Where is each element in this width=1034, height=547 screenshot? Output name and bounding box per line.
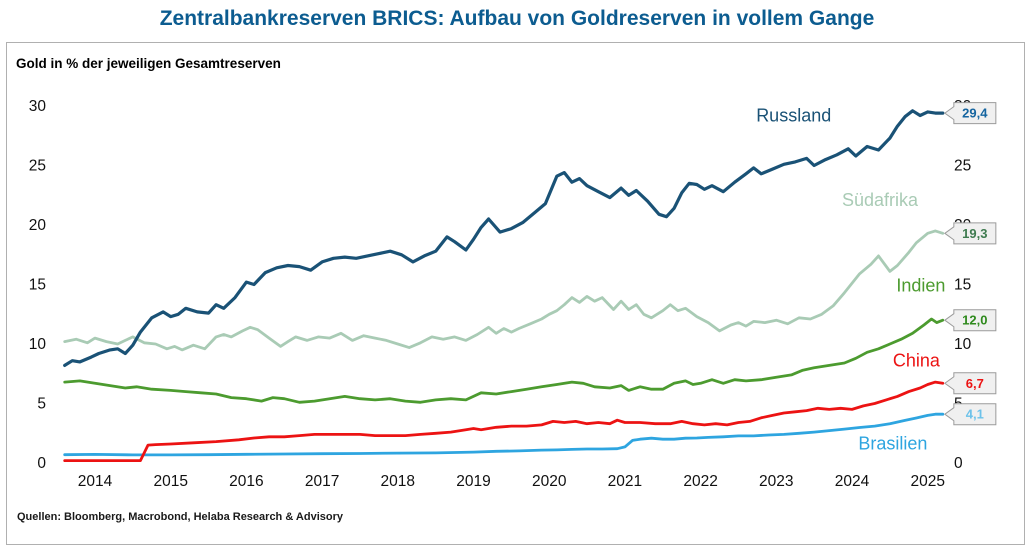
y-tick-right-10: 10 bbox=[954, 336, 972, 353]
chart-title: Zentralbankreserven BRICS: Aufbau von Go… bbox=[159, 7, 875, 30]
y-tick-right-25: 25 bbox=[954, 158, 971, 175]
y-tick-left-20: 20 bbox=[29, 217, 47, 234]
x-tick-2015: 2015 bbox=[153, 473, 187, 490]
end-value-callout-indien bbox=[943, 309, 997, 332]
series-line-china bbox=[63, 380, 945, 463]
y-tick-left-15: 15 bbox=[29, 277, 46, 294]
x-tick-2014: 2014 bbox=[78, 473, 113, 490]
end-value-indien: 12,0 bbox=[962, 313, 987, 328]
y-tick-left-25: 25 bbox=[29, 158, 46, 175]
x-tick-2020: 2020 bbox=[532, 473, 567, 490]
series-label-brasilien: Brasilien bbox=[858, 433, 927, 453]
end-value-brasilien: 4,1 bbox=[966, 407, 984, 422]
chart-card bbox=[6, 42, 1025, 545]
series-line-russland bbox=[63, 109, 945, 367]
x-tick-2025: 2025 bbox=[910, 473, 944, 490]
x-tick-2024: 2024 bbox=[835, 473, 870, 490]
end-value-callout-russland bbox=[943, 102, 997, 125]
y-tick-left-0: 0 bbox=[37, 455, 46, 472]
y-tick-left-5: 5 bbox=[37, 396, 46, 413]
end-value-russland: 29,4 bbox=[962, 106, 988, 121]
axis-unit-label: Gold in % der jeweiligen Gesamtreserven bbox=[16, 56, 281, 71]
y-tick-left-10: 10 bbox=[29, 336, 47, 353]
y-tick-left-30: 30 bbox=[29, 98, 47, 115]
y-tick-right-0: 0 bbox=[954, 455, 963, 472]
series-label-china: China bbox=[893, 351, 941, 371]
x-tick-2022: 2022 bbox=[683, 473, 717, 490]
series-label-indien: Indien bbox=[896, 276, 945, 296]
series-line-brasilien bbox=[63, 412, 945, 457]
series-line-indien bbox=[63, 317, 945, 404]
end-value-callout-china bbox=[943, 372, 997, 395]
x-tick-2016: 2016 bbox=[229, 473, 263, 490]
source-note: Quellen: Bloomberg, Macrobond, Helaba Re… bbox=[17, 511, 343, 523]
x-tick-2021: 2021 bbox=[608, 473, 642, 490]
y-tick-right-15: 15 bbox=[954, 277, 971, 294]
end-value-callout-brasilien bbox=[943, 403, 997, 426]
x-tick-2018: 2018 bbox=[381, 473, 415, 490]
x-tick-2019: 2019 bbox=[456, 473, 490, 490]
series-label-suedafrika: Südafrika bbox=[842, 190, 919, 210]
end-value-callout-suedafrika bbox=[943, 222, 997, 245]
series-line-suedafrika bbox=[63, 229, 945, 352]
series-label-russland: Russland bbox=[756, 105, 831, 125]
x-tick-2017: 2017 bbox=[305, 473, 339, 490]
end-value-suedafrika: 19,3 bbox=[962, 226, 987, 241]
x-tick-2023: 2023 bbox=[759, 473, 793, 490]
end-value-china: 6,7 bbox=[966, 376, 984, 391]
